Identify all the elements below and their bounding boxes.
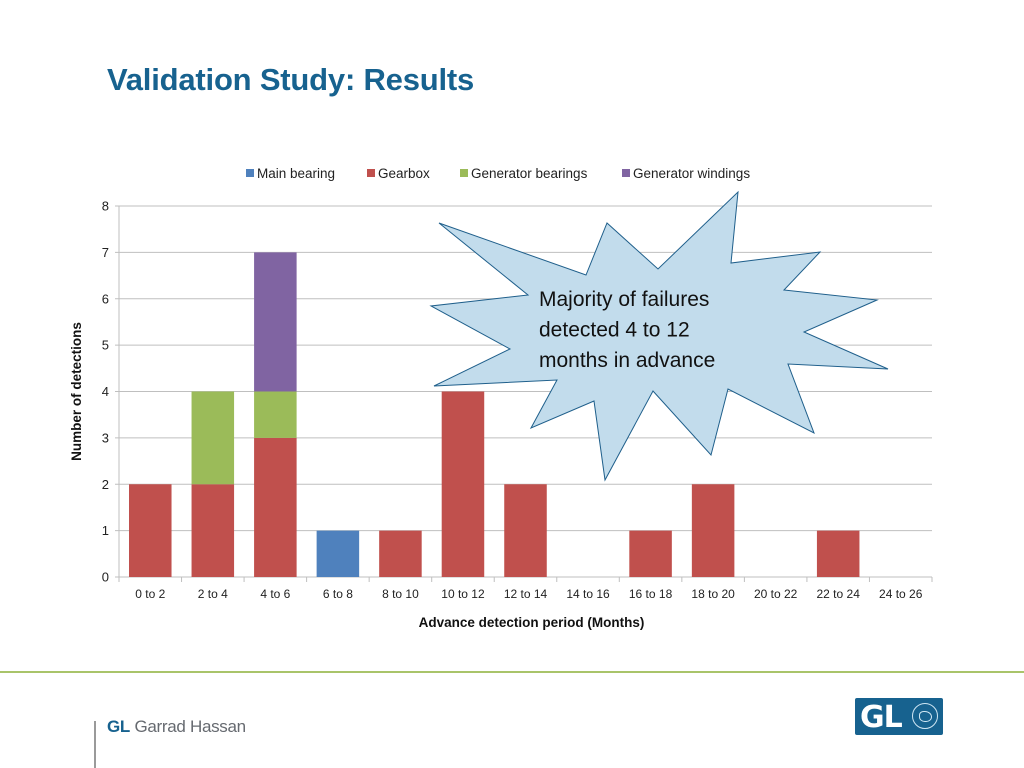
callout-text-line: detected 4 to 12: [539, 319, 690, 342]
y-tick-label: 6: [102, 291, 109, 306]
x-tick-label: 20 to 22: [754, 587, 798, 601]
legend-swatch: [622, 169, 630, 177]
legend-swatch: [367, 169, 375, 177]
footer-brand-prefix: GL: [107, 717, 131, 736]
gl-logo-text: GL: [860, 700, 903, 735]
x-tick-label: 12 to 14: [504, 587, 548, 601]
legend-label: Main bearing: [257, 166, 335, 181]
legend-label: Generator bearings: [471, 166, 588, 181]
x-tick-label: 10 to 12: [441, 587, 485, 601]
bar-segment: [191, 391, 235, 485]
y-tick-label: 2: [102, 477, 109, 492]
chart-axes: 0 1 2 3 4 5 6 7 8 0 to 2 2 to 4 4 to 6 6 to 8 8 to 10…: [69, 199, 933, 630]
x-tick-label: 18 to 20: [691, 587, 735, 601]
x-tick-label: 24 to 26: [879, 587, 923, 601]
legend-label: Generator windings: [633, 166, 750, 181]
legend-label: Gearbox: [378, 166, 430, 181]
footer-brand-name: Garrad Hassan: [130, 717, 246, 736]
x-tick-label: 0 to 2: [135, 587, 165, 601]
footer-brand: GL Garrad Hassan: [107, 717, 246, 737]
bar-segment: [254, 252, 297, 392]
bar-segment: [129, 484, 172, 577]
callout-starburst: Majority of failures detected 4 to 12 mont…: [429, 190, 889, 482]
chart-bars: [129, 252, 860, 577]
legend-swatch: [246, 169, 254, 177]
x-axis-title: Advance detection period (Months): [419, 615, 645, 630]
y-tick-label: 1: [102, 523, 109, 538]
y-tick-label: 8: [102, 199, 109, 214]
callout-text-line: Majority of failures: [539, 288, 709, 311]
callout-shape: [429, 190, 889, 482]
chart: Main bearing Gearbox Generator bearings Gen…: [69, 166, 933, 630]
x-tick-label: 2 to 4: [198, 587, 228, 601]
x-tick-label: 16 to 18: [629, 587, 673, 601]
bar-segment: [254, 391, 297, 438]
globe-icon: [912, 703, 938, 729]
slide-title: Validation Study: Results: [107, 62, 475, 97]
x-tick-label: 8 to 10: [382, 587, 419, 601]
y-tick-label: 3: [102, 430, 109, 445]
y-axis-title: Number of detections: [69, 322, 84, 461]
x-tick-label: 22 to 24: [817, 587, 861, 601]
bar-segment: [441, 391, 485, 577]
x-tick-label: 4 to 6: [260, 587, 290, 601]
gl-logo: GL: [855, 698, 943, 735]
footer-vertical-rule: [94, 721, 96, 768]
x-tick-label: 14 to 16: [566, 587, 610, 601]
bar-segment: [504, 484, 547, 577]
footer-divider: [0, 671, 1024, 673]
y-tick-label: 5: [102, 338, 109, 353]
legend-swatch: [460, 169, 468, 177]
bar-segment: [691, 484, 735, 577]
y-tick-label: 4: [102, 384, 109, 399]
bar-segment: [191, 484, 235, 577]
callout-text-line: months in advance: [539, 349, 715, 372]
bar-segment: [316, 530, 360, 577]
bar-segment: [816, 530, 860, 577]
y-tick-label: 7: [102, 245, 109, 260]
x-tick-label: 6 to 8: [323, 587, 353, 601]
bar-segment: [629, 530, 672, 577]
bar-segment: [379, 530, 422, 577]
bar-segment: [254, 437, 297, 577]
chart-legend: Main bearing Gearbox Generator bearings Gen…: [246, 166, 750, 181]
y-tick-label: 0: [102, 570, 109, 585]
